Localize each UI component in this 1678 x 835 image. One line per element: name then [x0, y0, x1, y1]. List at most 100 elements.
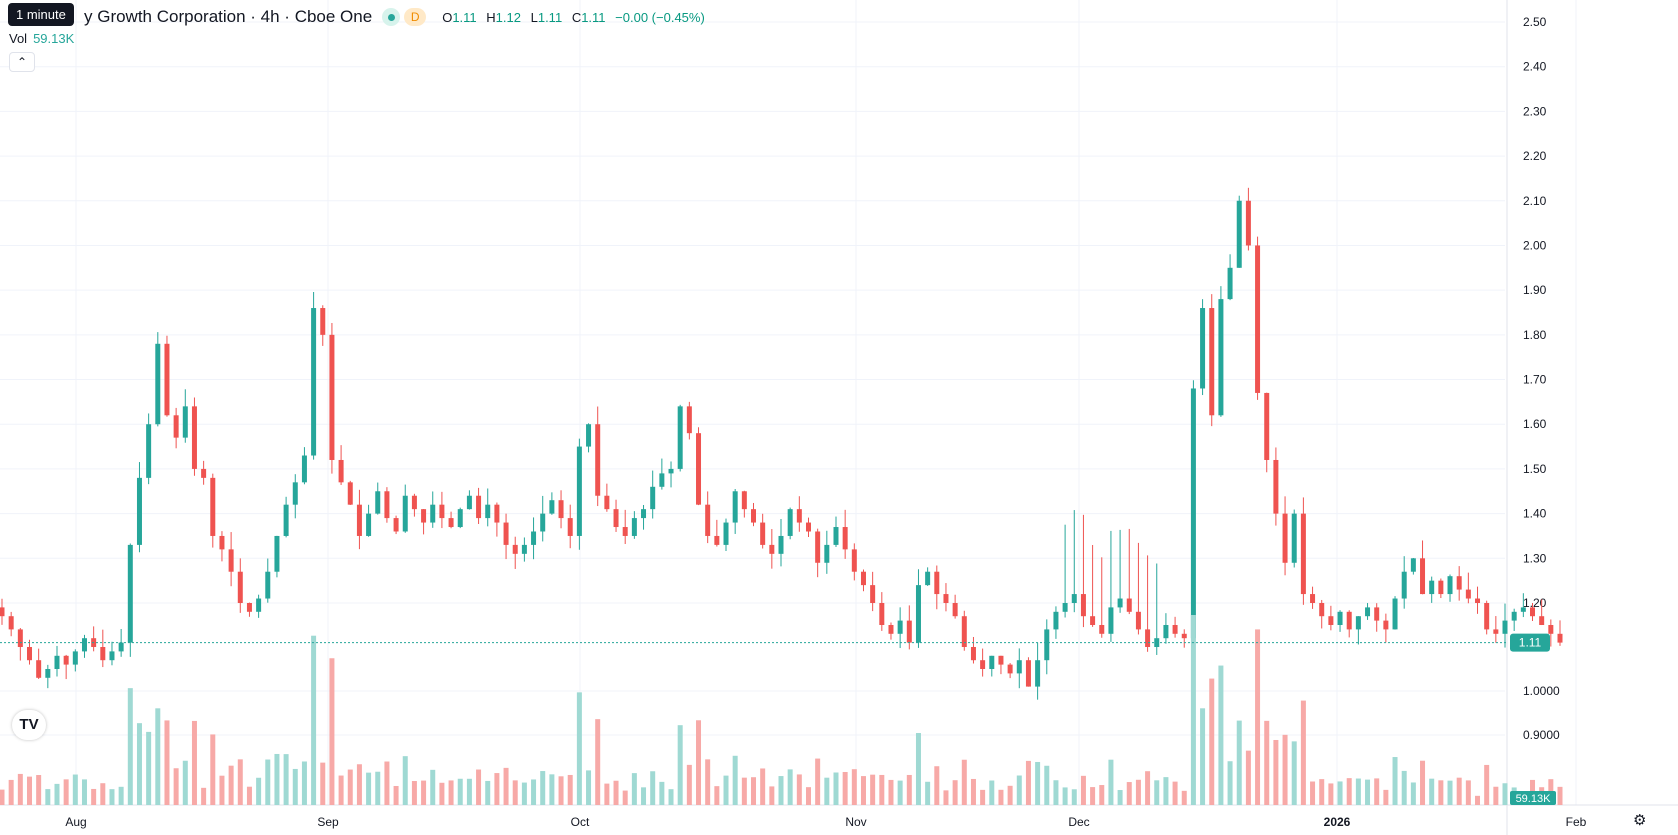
gear-icon[interactable]: ⚙ [1633, 812, 1647, 829]
candle-body [17, 629, 23, 647]
candle-body [879, 603, 885, 625]
volume-bar [631, 773, 637, 805]
candle-body [842, 527, 848, 550]
y-tick-label: 2.20 [1523, 149, 1547, 163]
volume-bar [0, 789, 5, 805]
candle-body [1447, 576, 1453, 595]
candle-body [980, 660, 986, 669]
open-value: 1.11 [452, 9, 477, 25]
market-status-icon[interactable] [382, 8, 401, 26]
candle-body [136, 477, 142, 545]
volume-bar [1282, 734, 1288, 805]
candle-body [1264, 392, 1270, 460]
candle-body [393, 518, 399, 532]
tradingview-logo-icon[interactable]: TV [12, 710, 46, 740]
x-tick-label: Oct [571, 815, 590, 829]
candle-body [1255, 245, 1261, 393]
candle-body [1346, 611, 1352, 630]
volume-bar [1365, 779, 1371, 805]
volume-bar [338, 775, 344, 805]
candle-body [1071, 594, 1077, 603]
candle-body [182, 406, 188, 438]
volume-bar [283, 754, 289, 805]
volume-bar [393, 785, 399, 805]
candle-body [888, 625, 894, 634]
symbol-title[interactable]: y Growth Corporation · 4h · Cboe One [84, 7, 373, 26]
candle-body [943, 594, 949, 603]
candle-body [109, 651, 115, 661]
x-tick-label: Sep [317, 815, 339, 829]
data-delay-badge[interactable]: D [404, 8, 427, 26]
candle-body [430, 504, 436, 523]
volume-bar [1291, 741, 1297, 805]
volume-bar [659, 781, 665, 805]
volume-bar [109, 789, 115, 805]
candle-body [906, 620, 912, 643]
y-tick-label: 2.40 [1523, 60, 1547, 74]
candle-body [201, 468, 207, 478]
volume-bar [1117, 790, 1123, 805]
volume-bar [751, 777, 757, 805]
volume-bar [274, 753, 280, 805]
volume-bar [760, 768, 766, 805]
candle-body [1383, 620, 1389, 630]
volume-bar [1264, 720, 1270, 805]
volume-bar [1255, 629, 1261, 805]
candle-body [146, 424, 152, 478]
y-tick-label: 1.50 [1523, 462, 1547, 476]
y-tick-label: 1.70 [1523, 373, 1547, 387]
last-price-label: 1.11 [1519, 636, 1542, 650]
volume-bar [246, 786, 252, 805]
candle-body [1401, 571, 1407, 599]
volume-bar [769, 786, 775, 805]
candle-body [1090, 616, 1096, 625]
volume-bar [1410, 782, 1416, 805]
candle-body [604, 495, 610, 510]
volume-bar [870, 774, 876, 805]
volume-bar [650, 771, 656, 805]
collapse-legend-button[interactable]: ⌃ [9, 52, 35, 72]
candle-body [696, 433, 702, 505]
volume-bar [375, 771, 381, 805]
volume-legend: Vol 59.13K [9, 31, 74, 46]
volume-bar [430, 769, 436, 805]
volume-bar [851, 769, 857, 805]
x-tick-label: Aug [65, 815, 86, 829]
candle-body [1044, 629, 1050, 661]
candle-body [1392, 598, 1398, 630]
volume-bar [347, 769, 353, 805]
candle-body [512, 544, 518, 554]
candle-body [466, 495, 472, 510]
volume-bar [384, 761, 390, 805]
volume-bar [512, 780, 518, 805]
volume-bar [26, 776, 32, 805]
candle-body [1438, 580, 1444, 595]
candle-body [1539, 616, 1545, 625]
volume-bar [81, 779, 87, 805]
volume-bar [1080, 775, 1086, 805]
volume-bar [1145, 771, 1151, 805]
candle-body [1080, 594, 1086, 617]
candle-body [219, 535, 225, 550]
candle-body [45, 669, 51, 678]
high-value: 1.12 [495, 9, 521, 25]
candle-body [558, 500, 564, 519]
x-tick-label: Nov [845, 815, 866, 829]
volume-bar [668, 789, 674, 805]
candle-body [769, 544, 775, 554]
candle-body [897, 620, 903, 634]
candle-body [81, 638, 87, 652]
volume-bar [1044, 765, 1050, 805]
volume-bar [1035, 761, 1041, 805]
candle-body [63, 655, 69, 665]
x-tick-label: Feb [1566, 815, 1587, 829]
volume-bar [494, 773, 500, 805]
candle-body [1456, 576, 1462, 590]
candle-body [402, 495, 408, 532]
volume-bar [540, 771, 546, 805]
volume-bar [595, 719, 601, 805]
volume-bar [466, 778, 472, 805]
candle-body [1319, 603, 1325, 617]
volume-bar [1154, 780, 1160, 805]
